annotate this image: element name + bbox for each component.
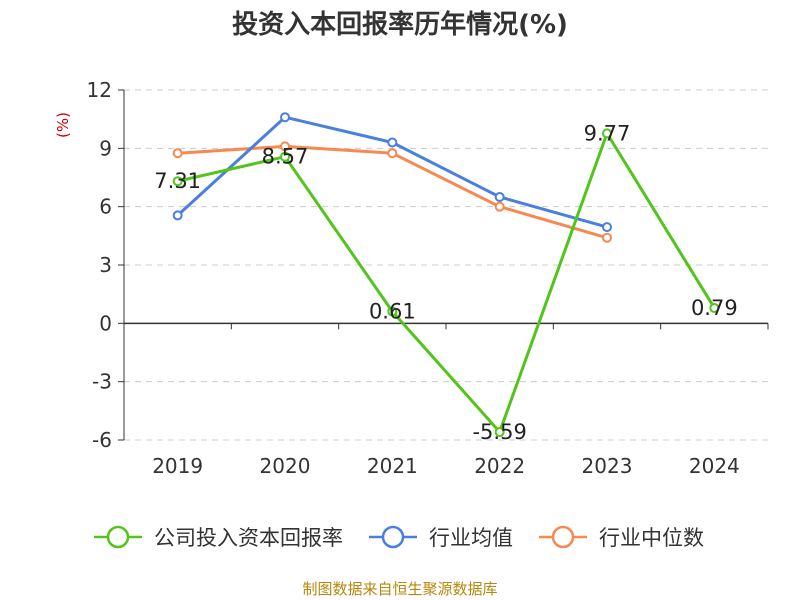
y-tick-label: -6	[92, 428, 112, 452]
legend-label: 公司投入资本回报率	[154, 526, 343, 550]
y-axis-unit-label: (%)	[54, 112, 72, 138]
data-label: 7.31	[154, 169, 201, 193]
legend-swatch-marker	[551, 525, 575, 549]
data-point	[387, 148, 398, 159]
series-line	[177, 144, 608, 240]
x-tick-label: 2023	[582, 454, 633, 478]
data-label: 8.57	[262, 145, 309, 169]
y-tick-label: 3	[99, 253, 112, 277]
data-point	[602, 128, 612, 139]
data-labels: 7.31 8.57 0.61 -5.59 9.77 0.79	[154, 121, 737, 444]
data-point	[387, 306, 398, 317]
data-point	[280, 151, 290, 162]
x-tick-label: 2021	[367, 454, 418, 478]
chart-title: 投资入本回报率历年情况(%)	[232, 9, 568, 40]
data-point	[709, 302, 720, 313]
legend-label: 行业均值	[429, 526, 513, 550]
data-point	[602, 232, 612, 243]
data-label: -5.59	[472, 420, 526, 444]
legend: 公司投入资本回报率 行业均值 行业中位数	[94, 525, 704, 550]
x-tick-label: 2020	[260, 454, 311, 478]
data-point	[280, 112, 290, 123]
data-point	[602, 222, 612, 233]
grid-lines	[124, 89, 768, 441]
data-label: 0.61	[369, 299, 416, 323]
data-label: 9.77	[584, 121, 631, 145]
legend-swatch-marker	[106, 525, 130, 549]
data-point	[494, 427, 505, 438]
y-tick-label: 9	[99, 136, 112, 160]
axes: 12 9 6 3 0 -3 -6 2019 2020 2021 2022 2023 2024	[87, 78, 769, 478]
series-line	[176, 115, 608, 229]
y-tick-label: 12	[87, 78, 112, 102]
series-lines	[172, 112, 720, 438]
data-point	[280, 141, 290, 152]
data-point	[172, 176, 183, 187]
x-tick-label: 2019	[152, 454, 203, 478]
data-point	[172, 210, 183, 221]
y-tick-label: -3	[92, 370, 112, 394]
series-line	[177, 131, 716, 434]
source-note: 制图数据来自恒生聚源数据库	[302, 580, 497, 598]
legend-swatch-marker	[381, 525, 405, 549]
y-tick-label: 6	[99, 195, 112, 219]
data-point	[494, 201, 505, 212]
data-label: 0.79	[691, 296, 738, 320]
legend-label: 行业中位数	[599, 526, 704, 550]
x-tick-label: 2024	[689, 454, 740, 478]
x-tick-label: 2022	[474, 454, 525, 478]
data-point	[172, 148, 183, 159]
data-point	[387, 137, 398, 148]
data-point	[494, 191, 505, 202]
y-tick-label: 0	[99, 311, 112, 335]
